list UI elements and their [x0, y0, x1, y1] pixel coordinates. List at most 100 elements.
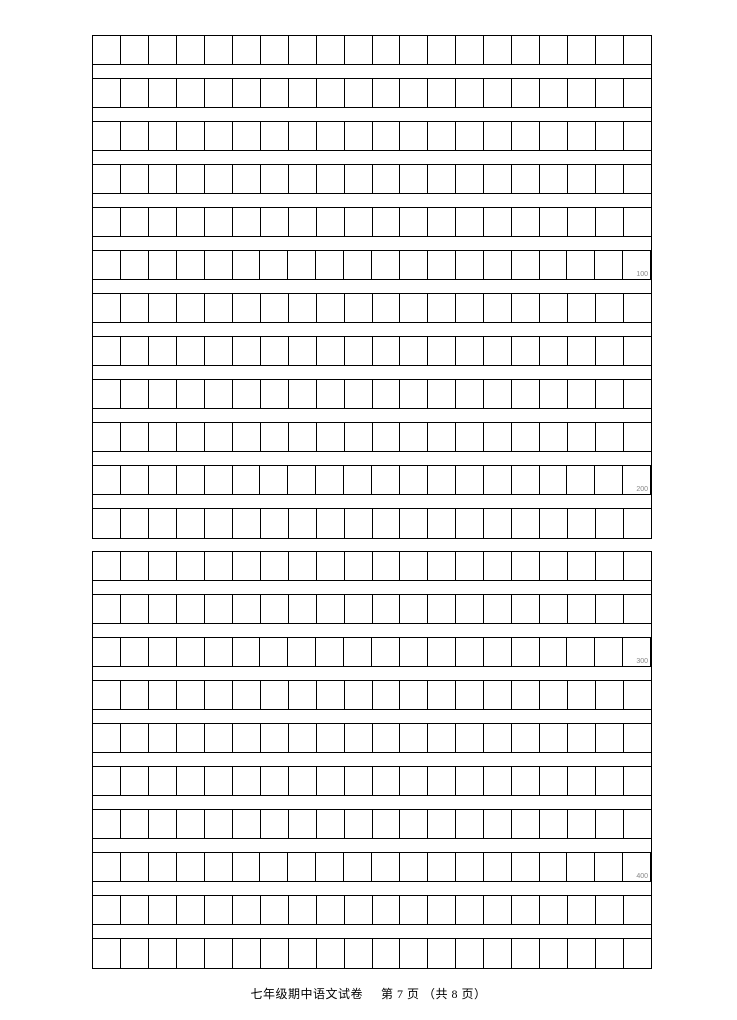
writing-cell — [568, 896, 596, 924]
writing-cell — [289, 681, 317, 709]
writing-cell — [568, 380, 596, 408]
writing-cell — [93, 552, 121, 580]
writing-cell — [345, 595, 373, 623]
writing-cell — [205, 939, 233, 968]
writing-cell — [121, 552, 149, 580]
writing-cell — [233, 638, 261, 666]
writing-cell — [456, 294, 484, 322]
writing-cell — [93, 767, 121, 795]
writing-cell — [93, 638, 121, 666]
writing-cell — [93, 208, 121, 236]
writing-row — [93, 423, 651, 452]
writing-cell — [456, 552, 484, 580]
writing-cell — [233, 767, 261, 795]
writing-cell — [373, 552, 401, 580]
writing-cell — [344, 638, 372, 666]
writing-cell — [456, 939, 484, 968]
writing-cell — [205, 552, 233, 580]
spacer-row — [93, 624, 651, 638]
writing-cell — [624, 380, 651, 408]
writing-cell — [456, 466, 484, 494]
writing-cell — [484, 36, 512, 64]
writing-cell — [512, 767, 540, 795]
writing-cell — [596, 337, 624, 365]
writing-row: 100 — [93, 251, 651, 280]
writing-cell — [149, 466, 177, 494]
writing-cell — [93, 509, 121, 538]
writing-cell — [596, 36, 624, 64]
writing-cell — [93, 939, 121, 968]
writing-cell — [93, 337, 121, 365]
writing-cell — [567, 251, 595, 279]
writing-cell — [149, 423, 177, 451]
writing-cell — [512, 294, 540, 322]
writing-cell — [456, 337, 484, 365]
writing-cell — [121, 724, 149, 752]
writing-cell — [540, 251, 568, 279]
writing-cell — [512, 509, 540, 538]
writing-cell — [456, 165, 484, 193]
writing-cell — [345, 552, 373, 580]
writing-cell — [568, 294, 596, 322]
writing-cell — [596, 552, 624, 580]
writing-cell — [177, 251, 205, 279]
writing-cell — [149, 552, 177, 580]
writing-cell — [149, 208, 177, 236]
writing-cell — [149, 896, 177, 924]
spacer-row — [93, 65, 651, 79]
writing-cell — [568, 79, 596, 107]
writing-cell — [484, 165, 512, 193]
writing-cell — [205, 767, 233, 795]
writing-cell — [317, 36, 345, 64]
writing-cell — [233, 165, 261, 193]
writing-cell — [205, 380, 233, 408]
writing-cell — [540, 466, 568, 494]
writing-cell — [540, 939, 568, 968]
writing-cell — [121, 208, 149, 236]
writing-cell — [177, 810, 205, 838]
writing-cell — [316, 638, 344, 666]
writing-cell — [484, 681, 512, 709]
writing-cell — [624, 509, 651, 538]
writing-cell — [568, 810, 596, 838]
character-count-label: 400 — [636, 873, 648, 880]
writing-cell — [456, 896, 484, 924]
writing-cell — [428, 638, 456, 666]
writing-cell — [93, 122, 121, 150]
writing-cell — [121, 165, 149, 193]
writing-cell — [373, 208, 401, 236]
writing-cell — [595, 853, 623, 881]
writing-cell — [121, 79, 149, 107]
writing-cell — [456, 36, 484, 64]
writing-cell — [400, 380, 428, 408]
writing-cell — [345, 122, 373, 150]
writing-cell — [456, 122, 484, 150]
writing-cell — [484, 939, 512, 968]
writing-cell — [149, 853, 177, 881]
writing-cell — [261, 122, 289, 150]
writing-row — [93, 552, 651, 581]
writing-cell — [568, 552, 596, 580]
writing-cell — [261, 595, 289, 623]
writing-cell — [233, 595, 261, 623]
writing-cell — [373, 810, 401, 838]
writing-cell — [261, 767, 289, 795]
writing-cell — [121, 466, 149, 494]
writing-cell — [428, 896, 456, 924]
writing-cell — [316, 466, 344, 494]
writing-cell — [372, 638, 400, 666]
writing-cell — [233, 724, 261, 752]
writing-cell — [149, 79, 177, 107]
writing-cell — [289, 423, 317, 451]
writing-cell — [595, 251, 623, 279]
writing-cell — [261, 208, 289, 236]
writing-cell — [261, 337, 289, 365]
writing-cell — [261, 79, 289, 107]
writing-cell — [93, 294, 121, 322]
writing-cell — [345, 208, 373, 236]
writing-cell — [93, 896, 121, 924]
writing-cell — [373, 380, 401, 408]
writing-cell — [261, 724, 289, 752]
writing-cell — [317, 595, 345, 623]
writing-cell — [93, 681, 121, 709]
